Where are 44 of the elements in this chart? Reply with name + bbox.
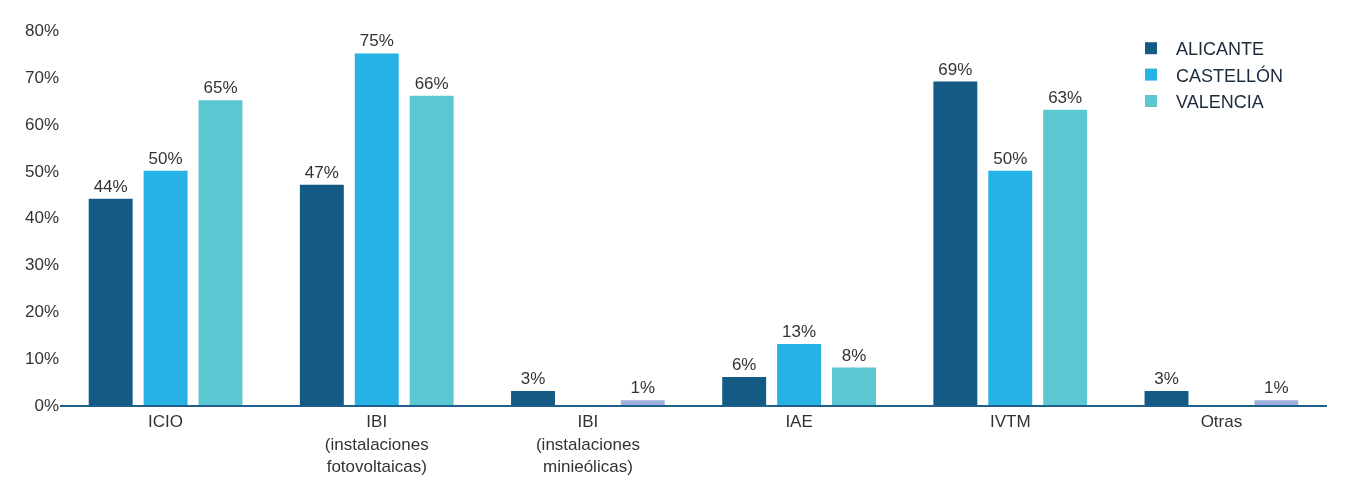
data-label: 1% [1264, 378, 1289, 398]
x-tick-label: IAE [785, 412, 813, 432]
data-label: 50% [148, 148, 183, 168]
data-label: 50% [993, 148, 1028, 168]
bar [620, 400, 665, 405]
data-label: 6% [731, 354, 757, 374]
legend-label: CASTELLÓN [1175, 64, 1284, 86]
x-tick-label: Otras [1200, 412, 1243, 432]
data-label: 66% [414, 73, 449, 93]
x-tick-label: IVTM [989, 412, 1031, 432]
bar [777, 344, 822, 405]
data-label: 8% [841, 345, 867, 365]
data-label: 65% [203, 78, 238, 98]
data-label: 75% [359, 31, 394, 51]
data-label: 44% [93, 176, 128, 196]
bar [1254, 400, 1299, 405]
bar [198, 100, 243, 405]
y-tick-label: 0% [34, 395, 59, 415]
x-tick-label: IBI (instalaciones minieólicas) [535, 412, 640, 476]
data-label: 47% [304, 162, 339, 182]
y-tick-label: 70% [24, 67, 59, 87]
data-label: 63% [1048, 87, 1083, 107]
x-tick-label: IBI (instalaciones fotovoltaicas) [324, 412, 429, 476]
data-label: 3% [1154, 368, 1179, 388]
y-tick-label: 60% [24, 114, 59, 134]
bar [832, 367, 876, 405]
bar [143, 170, 188, 405]
y-tick-label: 80% [24, 20, 59, 40]
x-tick-label: ICIO [148, 412, 184, 432]
y-tick-label: 10% [24, 349, 59, 369]
y-tick-label: 40% [24, 208, 59, 228]
data-label: 13% [782, 322, 817, 342]
bar [409, 95, 454, 405]
y-tick-label: 20% [24, 302, 59, 322]
legend-label: VALENCIA [1175, 92, 1264, 113]
bar [988, 170, 1033, 405]
legend-label: ALICANTE [1175, 39, 1265, 60]
y-tick-label: 30% [24, 255, 59, 275]
data-label: 3% [520, 368, 546, 388]
bar [1043, 109, 1088, 405]
bar [354, 53, 399, 405]
data-label: 69% [938, 59, 973, 79]
y-tick-label: 50% [24, 161, 59, 181]
data-label: 1% [630, 378, 656, 398]
